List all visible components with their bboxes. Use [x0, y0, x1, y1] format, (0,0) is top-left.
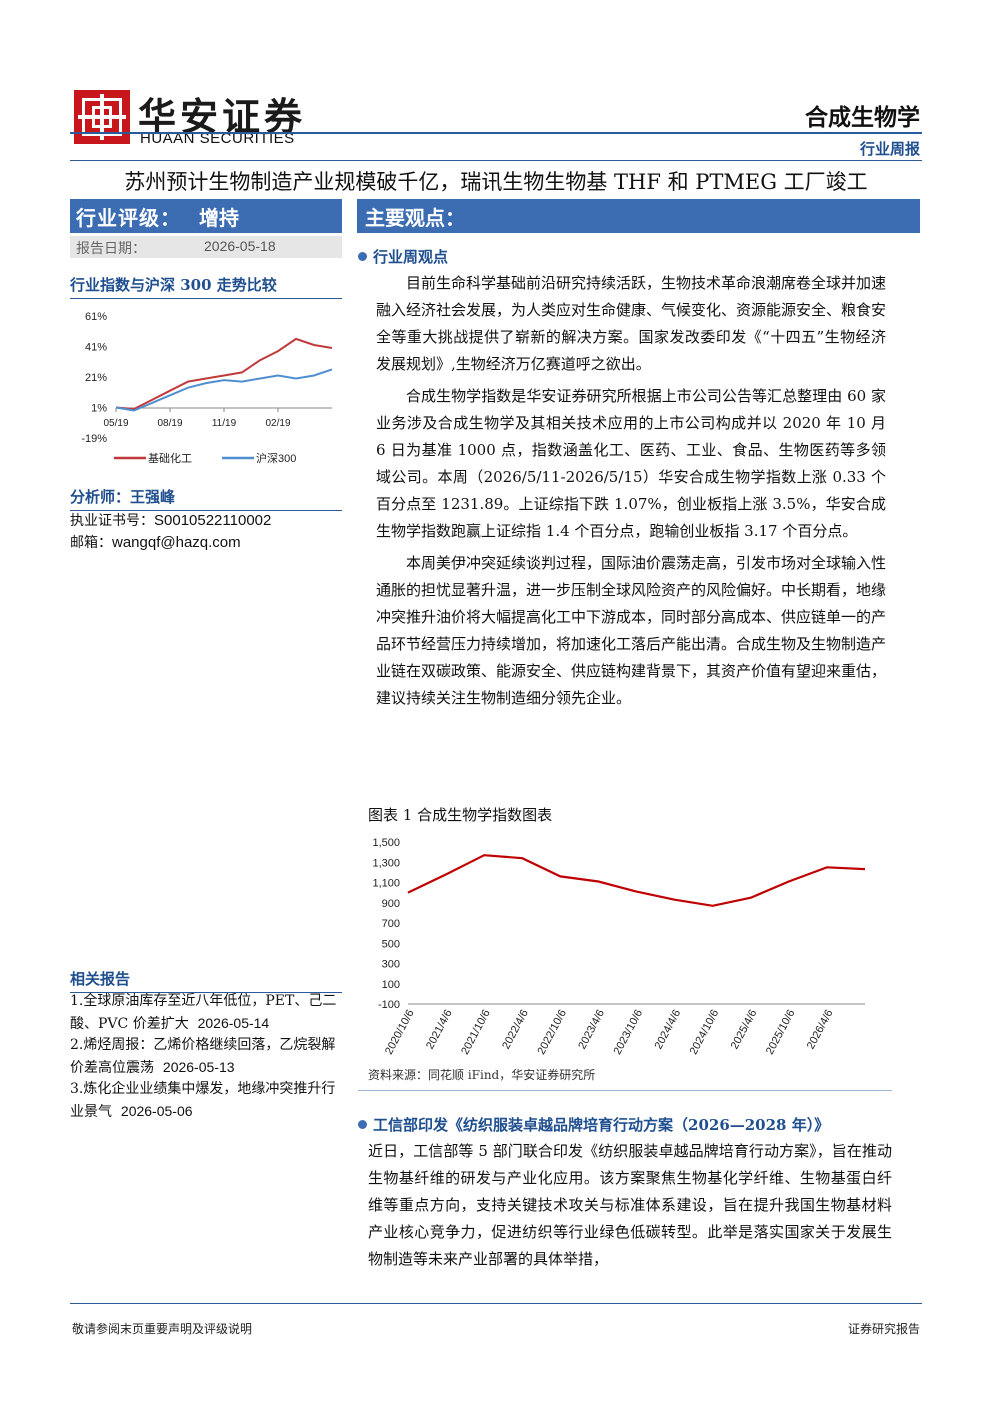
related-reports-title: 相关报告 [70, 968, 342, 993]
x-tick-label: 08/19 [157, 418, 182, 429]
weekly-view-label: 行业周观点 [373, 248, 449, 266]
related-report-date: 2026-05-14 [197, 1015, 270, 1031]
report-date: 报告日期： 2026-05-18 [70, 236, 342, 258]
y-tick-label: -100 [378, 999, 400, 1011]
related-report-1[interactable]: 1.全球原油库存至近八年低位，PET、己二酸、PVC 价差扩大 2026-05-… [70, 990, 346, 1035]
rating-value: 增持 [199, 206, 239, 230]
main-points-title: 主要观点： [357, 199, 920, 233]
related-report-text: 1.全球原油库存至近八年低位，PET、己二酸、PVC 价差扩大 [70, 993, 337, 1032]
miit-heading-label: 工信部印发《纺织服装卓越品牌培育行动方案（2026—2028 年）》 [373, 1116, 830, 1134]
y-tick-label: 21% [85, 372, 107, 384]
x-tick-label: 2021/4/6 [424, 1008, 455, 1051]
y-tick-label: 1,300 [372, 857, 400, 869]
email-value[interactable]: wangqf@hazq.com [112, 534, 241, 551]
x-tick-label: 2024/10/6 [688, 1008, 722, 1056]
y-tick-label: 1,100 [372, 878, 400, 890]
rating-label: 行业评级： [76, 206, 181, 230]
y-tick-label: 1,500 [372, 837, 400, 849]
index-comparison-title: 行业指数与沪深 300 走势比较 [70, 274, 342, 299]
header-divider [70, 132, 922, 134]
report-type: 行业周报 [859, 140, 920, 158]
industry-rating: 行业评级： 增持 [70, 199, 342, 233]
header-divider-2 [70, 160, 922, 161]
x-tick-label: 2022/10/6 [535, 1008, 569, 1056]
y-tick-label: 100 [382, 979, 400, 991]
weekly-view-heading: 行业周观点 [358, 246, 448, 267]
legend-label: 基础化工 [148, 451, 192, 465]
related-report-text: 3.炼化企业业绩集中爆发，地缘冲突推升行业景气 [70, 1081, 336, 1120]
email-label: 邮箱： [70, 535, 112, 551]
brand-name-cn: 华安证券 [138, 94, 307, 139]
data-source: 资料来源：同花顺 iFind，华安证券研究所 [368, 1068, 596, 1082]
y-tick-label: 61% [85, 311, 107, 323]
y-tick-label: -19% [81, 433, 107, 445]
y-tick-label: 300 [382, 959, 400, 971]
x-tick-label: 2026/4/6 [805, 1008, 836, 1051]
x-tick-label: 2023/10/6 [612, 1008, 646, 1056]
paragraph-2: 合成生物学指数是华安证券研究所根据上市公司公告等汇总整理由 60 家业务涉及合成… [376, 387, 886, 540]
x-tick-label: 05/19 [103, 418, 128, 429]
company-logo [74, 90, 130, 144]
y-tick-label: 41% [85, 342, 107, 354]
related-report-3[interactable]: 3.炼化企业业绩集中爆发，地缘冲突推升行业景气 2026-05-06 [70, 1078, 346, 1123]
legend-label: 沪深300 [256, 451, 296, 465]
analyst-title: 分析师：王强峰 [70, 486, 342, 511]
index-comparison-chart: 61% 41% 21% 1% -19% 05/19 08/19 11/19 02/19 基础化… [81, 311, 333, 465]
bullet-icon [358, 1120, 367, 1129]
source-divider [358, 1090, 892, 1091]
x-tick-label: 11/19 [212, 418, 237, 429]
report-date-label: 报告日期： [76, 241, 146, 257]
related-report-date: 2026-05-13 [162, 1059, 235, 1075]
x-tick-label: 2025/4/6 [729, 1008, 760, 1051]
analyst-cert: 执业证书号：S0010522110002 [70, 510, 271, 530]
synbio-index-chart: 1,500 1,300 1,100 900 700 500 300 100 -100 2020/… [372, 837, 866, 1056]
related-report-date: 2026-05-06 [120, 1103, 193, 1119]
report-date-value: 2026-05-18 [204, 238, 276, 254]
series-line-synbio-index [407, 854, 866, 907]
related-report-text: 2.烯烃周报：乙烯价格继续回落，乙烷裂解价差高位震荡 [70, 1037, 336, 1076]
x-tick-label: 2025/10/6 [764, 1008, 798, 1056]
paragraph-1: 目前生命科学基础前沿研究持续活跃，生物技术革命浪潮席卷全球并加速融入经济社会发展… [376, 274, 887, 373]
y-tick-label: 500 [382, 938, 400, 950]
x-tick-label: 2023/4/6 [576, 1008, 607, 1051]
weekly-view-body: 目前生命科学基础前沿研究持续活跃，生物技术革命浪潮席卷全球并加速融入经济社会发展… [376, 270, 886, 712]
paragraph-3: 本周美伊冲突延续谈判过程，国际油价震荡走高，引发市场对全球输入性通胀的担忧显著升… [376, 554, 887, 707]
industry-title: 合成生物学 [805, 104, 920, 131]
x-tick-label: 2022/4/6 [500, 1008, 531, 1051]
series-line-csi300 [115, 368, 333, 412]
cert-value: S0010522110002 [154, 512, 272, 529]
series-line-basic-chemicals [115, 337, 333, 411]
related-report-2[interactable]: 2.烯烃周报：乙烯价格继续回落，乙烷裂解价差高位震荡 2026-05-13 [70, 1034, 346, 1079]
bullet-icon [358, 252, 367, 261]
y-tick-label: 700 [382, 918, 400, 930]
footer-disclaimer: 敬请参阅末页重要声明及评级说明 [72, 1322, 253, 1336]
miit-heading: 工信部印发《纺织服装卓越品牌培育行动方案（2026—2028 年）》 [358, 1114, 829, 1135]
x-tick-label: 2020/10/6 [383, 1008, 417, 1056]
x-tick-label: 02/19 [265, 418, 290, 429]
cert-label: 执业证书号： [70, 513, 154, 529]
y-tick-label: 1% [91, 403, 107, 415]
y-tick-label: 900 [382, 898, 400, 910]
miit-body: 近日，工信部等 5 部门联合印发《纺织服装卓越品牌培育行动方案》，旨在推动生物基… [368, 1142, 892, 1268]
figure-title: 图表 1 合成生物学指数图表 [368, 806, 553, 824]
footer-divider [70, 1303, 922, 1304]
x-tick-label: 2024/4/6 [653, 1008, 684, 1051]
brand-name-en: HUAAN SECURITIES [140, 130, 295, 147]
report-headline: 苏州预计生物制造产业规模破千亿，瑞讯生物生物基 THF 和 PTMEG 工厂竣工 [124, 170, 868, 194]
footer-doc-type: 证券研究报告 [847, 1322, 920, 1336]
x-tick-label: 2021/10/6 [459, 1008, 493, 1056]
analyst-email: 邮箱：wangqf@hazq.com [70, 532, 241, 552]
